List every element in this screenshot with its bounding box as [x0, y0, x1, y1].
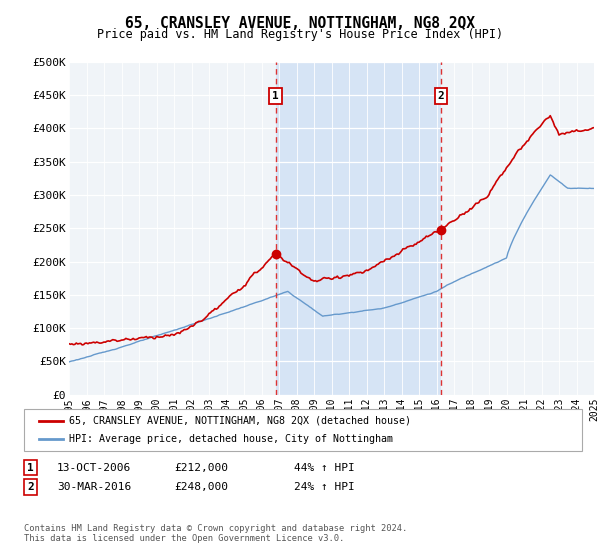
Text: 30-MAR-2016: 30-MAR-2016 [57, 482, 131, 492]
Text: 2: 2 [27, 482, 34, 492]
Text: £212,000: £212,000 [174, 463, 228, 473]
Text: 1: 1 [27, 463, 34, 473]
Text: £248,000: £248,000 [174, 482, 228, 492]
Text: Price paid vs. HM Land Registry's House Price Index (HPI): Price paid vs. HM Land Registry's House … [97, 28, 503, 41]
Text: 1: 1 [272, 91, 279, 101]
Text: 65, CRANSLEY AVENUE, NOTTINGHAM, NG8 2QX (detached house): 65, CRANSLEY AVENUE, NOTTINGHAM, NG8 2QX… [69, 416, 411, 426]
Text: 44% ↑ HPI: 44% ↑ HPI [294, 463, 355, 473]
Text: HPI: Average price, detached house, City of Nottingham: HPI: Average price, detached house, City… [69, 434, 393, 444]
Text: 65, CRANSLEY AVENUE, NOTTINGHAM, NG8 2QX: 65, CRANSLEY AVENUE, NOTTINGHAM, NG8 2QX [125, 16, 475, 31]
Text: Contains HM Land Registry data © Crown copyright and database right 2024.
This d: Contains HM Land Registry data © Crown c… [24, 524, 407, 543]
Bar [275, 62, 441, 395]
Text: 24% ↑ HPI: 24% ↑ HPI [294, 482, 355, 492]
Text: 2: 2 [437, 91, 444, 101]
Text: 13-OCT-2006: 13-OCT-2006 [57, 463, 131, 473]
